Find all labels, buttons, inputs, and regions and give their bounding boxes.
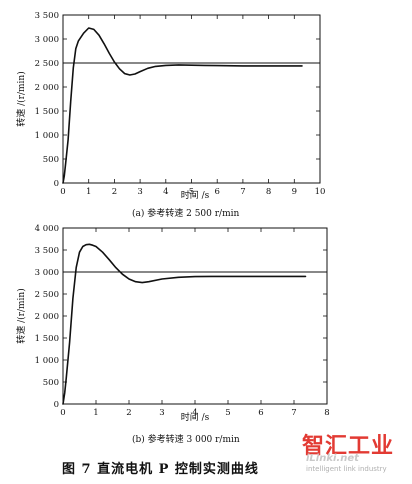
x-tick-label: 3: [137, 187, 142, 197]
chart-b: 0 1 2 3 4 5 6 7 8 0 500 1 000 1 500 2 000 2 500 3 000 3 …: [15, 224, 330, 423]
y-tick-label: 1 500: [35, 107, 59, 117]
watermark-url: iLinki.net: [306, 453, 359, 464]
x-tick-label: 8: [324, 408, 329, 418]
x-tick-label: 5: [225, 408, 230, 418]
x-tick-label: 10: [315, 187, 326, 197]
speed-curve: [62, 243, 307, 405]
x-tick-label: 4: [192, 408, 197, 418]
y-tick-label: 500: [43, 155, 59, 165]
x-axis-label: 时间 /s: [181, 411, 210, 423]
y-tick-label: 500: [43, 378, 59, 388]
watermark-logo: 智汇工业 iLinki.net intelligent link industr…: [300, 428, 410, 476]
subcaption-b: (b) 参考转速 3 000 r/min: [132, 435, 240, 445]
figure-caption: 图 7 直流电机 P 控制实测曲线: [62, 462, 259, 477]
y-tick-label: 0: [54, 179, 59, 189]
x-tick-label: 1: [86, 187, 91, 197]
y-tick-label: 3 000: [35, 268, 59, 278]
chart-a: 0 1 2 3 4 5 6 7 8 9 10 0 500 1 000 1 500 2 000 2 500 3 00…: [15, 11, 325, 201]
y-axis-label: 转速 /(r/min): [15, 71, 27, 126]
x-tick-label: 2: [126, 408, 131, 418]
x-axis-label: 时间 /s: [181, 189, 210, 201]
y-tick-label: 0: [54, 400, 59, 410]
x-tick-label: 2: [112, 187, 117, 197]
subcaption-a: (a) 参考转速 2 500 r/min: [132, 209, 240, 219]
y-tick-label: 3 500: [35, 246, 59, 256]
y-tick-label: 4 000: [35, 224, 59, 234]
speed-curve: [62, 27, 303, 184]
y-tick-label: 1 500: [35, 334, 59, 344]
y-tick-label: 3 500: [35, 11, 59, 21]
y-tick-label: 2 000: [35, 312, 59, 322]
x-tick-label: 7: [240, 187, 245, 197]
plot-frame: [62, 227, 328, 405]
y-axis-label: 转速 /(r/min): [15, 288, 27, 343]
x-tick-label: 6: [214, 187, 219, 197]
x-tick-label: 3: [159, 408, 164, 418]
x-tick-label: 9: [292, 187, 297, 197]
y-tick-label: 2 500: [35, 59, 59, 69]
watermark-title: 智汇工业: [302, 434, 395, 459]
x-tick-label: 4: [163, 187, 168, 197]
x-tick-label: 8: [266, 187, 271, 197]
y-tick-label: 3 000: [35, 35, 59, 45]
x-tick-label: 0: [60, 408, 65, 418]
x-tick-label: 7: [291, 408, 296, 418]
y-tick-label: 1 000: [35, 131, 59, 141]
x-tick-label: 5: [189, 187, 194, 197]
x-tick-label: 1: [93, 408, 98, 418]
watermark-subtitle: intelligent link industry: [306, 465, 387, 473]
x-tick-label: 6: [258, 408, 263, 418]
x-tick-label: 0: [60, 187, 65, 197]
y-tick-label: 2 500: [35, 290, 59, 300]
y-tick-label: 1 000: [35, 356, 59, 366]
y-tick-label: 2 000: [35, 83, 59, 93]
